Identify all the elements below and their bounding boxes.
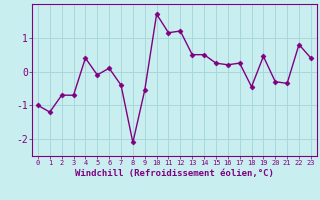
X-axis label: Windchill (Refroidissement éolien,°C): Windchill (Refroidissement éolien,°C): [75, 169, 274, 178]
